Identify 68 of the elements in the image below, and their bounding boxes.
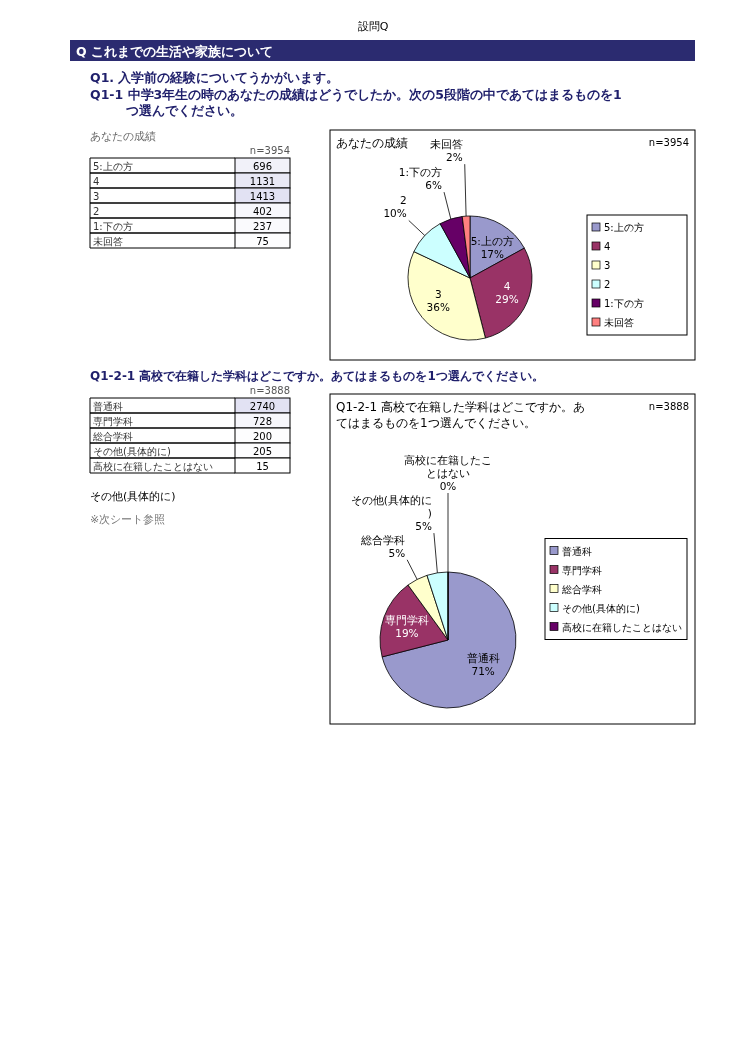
y-tick-label: 専門学科: [93, 415, 133, 427]
cell-label: 75: [256, 235, 269, 247]
slice-label: 5:上の方: [470, 234, 514, 247]
text: Q これまでの生活や家族について: [76, 43, 273, 59]
text: n=3888: [249, 385, 290, 396]
slice-label: 未回答: [429, 138, 463, 151]
data-label: 6%: [425, 179, 443, 192]
data-label: 36%: [426, 301, 450, 314]
chart-title: あなたの成績: [336, 136, 408, 150]
slice-label: 1:下の方: [398, 166, 443, 179]
legend-label: 専門学科: [562, 564, 602, 576]
category-label: 高校に在籍したことはない: [404, 454, 492, 479]
data-label: 2%: [446, 151, 463, 164]
cell-label: 1131: [249, 175, 276, 187]
data-label: 17%: [480, 247, 504, 260]
slice-label: 4: [503, 279, 511, 292]
text: ※次シート参照: [90, 513, 166, 526]
legend-label: その他(具体的に): [562, 602, 640, 614]
cell-label: 15: [256, 460, 269, 472]
y-tick-label: 4: [93, 175, 100, 187]
slice-label: その他(具体的に): [350, 494, 432, 520]
legend-label: 5:上の方: [604, 222, 644, 233]
text: Q1-1 中学3年生の時のあなたの成績はどうでしたか。次の5段階の中であてはまるものを1つ選んでください。: [90, 87, 622, 118]
legend-label: 総合学科: [561, 583, 602, 595]
slice-label: 2: [400, 194, 407, 207]
slice-label: 普通科: [466, 651, 500, 664]
y-tick-label: 未回答: [93, 235, 123, 247]
data-label: 29%: [495, 292, 519, 305]
y-tick-label: 高校に在籍したことはない: [93, 460, 213, 472]
legend-label: 高校に在籍したことはない: [562, 621, 682, 633]
legend-label: 普通科: [562, 545, 592, 557]
data-label: 5%: [415, 520, 432, 533]
text: 設問Q: [357, 20, 389, 33]
y-tick-label: 2: [93, 205, 100, 217]
text: n=3954: [249, 145, 290, 156]
legend-label: 4: [604, 241, 611, 252]
legend-label: 1:下の方: [604, 298, 644, 309]
slice-label: 総合学科: [360, 533, 406, 546]
data-label: 10%: [383, 207, 407, 220]
cell-label: 696: [252, 160, 273, 172]
legend-label: 未回答: [604, 317, 634, 328]
text: あなたの成績: [90, 130, 156, 143]
cell-label: 237: [252, 220, 273, 232]
text: 0%: [439, 480, 457, 492]
cell-label: 1413: [249, 190, 276, 202]
cell-label: 205: [252, 445, 273, 457]
text: Q1-2-1 高校で在籍した学科はどこですか。あてはまるものを1つ選んでください。: [90, 369, 544, 383]
y-tick-label: その他(具体的に): [93, 445, 171, 457]
y-tick-label: 普通科: [93, 400, 123, 412]
data-label: 5%: [388, 546, 406, 559]
y-tick-label: 5:上の方: [93, 160, 133, 172]
y-tick-label: 1:下の方: [93, 220, 133, 232]
text: Q1. 入学前の経験についてうかがいます。: [90, 70, 340, 85]
cell-label: 728: [252, 415, 273, 427]
cell-label: 2740: [249, 400, 276, 412]
slice-label: 3: [434, 288, 442, 301]
cell-label: 200: [252, 430, 273, 442]
cell-label: 402: [252, 205, 273, 217]
legend-label: 3: [604, 260, 611, 271]
data-label: 19%: [395, 627, 419, 640]
text: n=3888: [648, 401, 689, 412]
y-tick-label: 3: [93, 190, 100, 202]
data-label: 71%: [471, 664, 495, 677]
text: n=3954: [648, 137, 689, 148]
y-tick-label: 総合学科: [92, 430, 133, 442]
legend-label: 2: [604, 279, 611, 290]
slice-label: 専門学科: [384, 614, 429, 627]
chart-title: Q1-2-1 高校で在籍した学科はどこですか。あてはまるものを1つ選んでください。: [336, 400, 585, 430]
